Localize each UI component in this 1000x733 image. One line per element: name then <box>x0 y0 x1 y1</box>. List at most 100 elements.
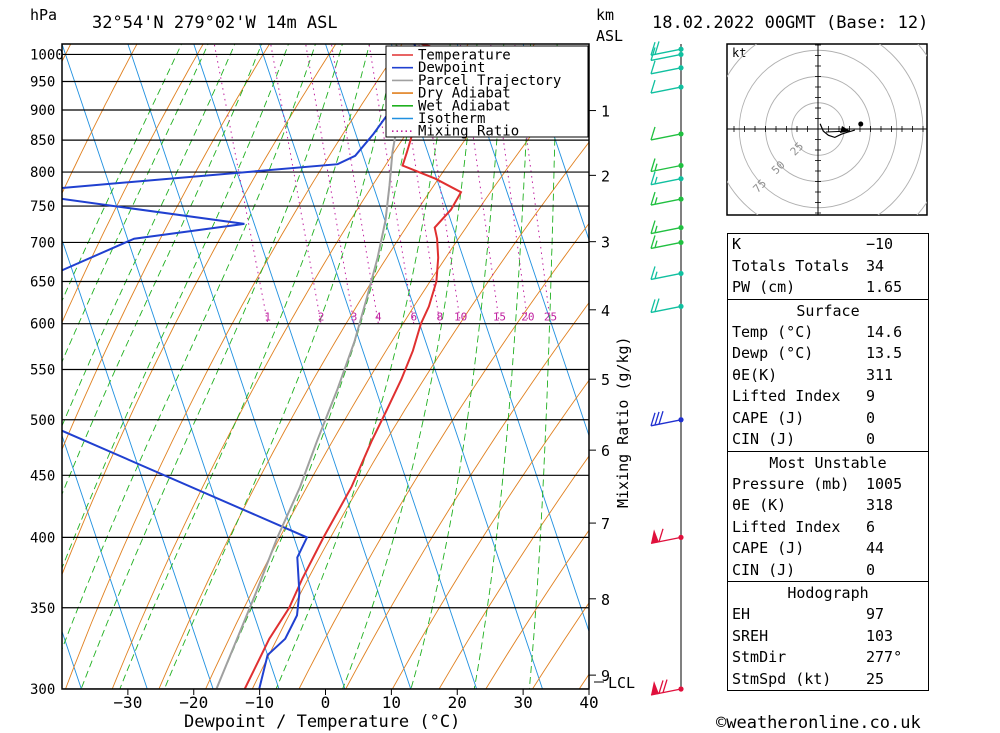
legend-item: Wet Adiabat <box>392 98 511 114</box>
isotherm-line <box>62 44 280 689</box>
km-tick-label: 7 <box>601 515 610 533</box>
pressure-tick-label: 500 <box>30 413 55 429</box>
wind-barb <box>650 679 684 696</box>
indices-table: K −10 Totals Totals 34 PW (cm) 1.65 Surface… <box>727 233 929 691</box>
most-unstable-title: Most Unstable <box>769 453 887 472</box>
surface-row: Lifted Index 9 <box>732 387 876 405</box>
isotherm-line <box>522 44 589 242</box>
wind-barb <box>650 266 684 281</box>
index-row-pw: PW (cm) 1.65 <box>732 278 903 296</box>
mixing-ratio-labels: 1 2 3 4 6 8 10 15 20 25 <box>264 311 557 324</box>
storm-motion-line <box>825 130 851 133</box>
isobars <box>62 53 589 689</box>
mixing-ratio-label: 25 <box>544 311 557 324</box>
hodograph-row: EH 97 <box>732 605 885 623</box>
km-tick-label: 1 <box>601 103 610 121</box>
dry-adiabat-line <box>345 301 589 689</box>
asl-unit: ASL <box>596 27 623 45</box>
wind-barb <box>650 220 684 235</box>
mixing-ratio-line <box>305 44 355 324</box>
dry-adiabat-line <box>938 29 1000 707</box>
km-tick-label: 4 <box>601 302 610 320</box>
legend-label: Dry Adiabat <box>418 86 511 102</box>
mixing-ratio-label: 4 <box>375 311 382 324</box>
legend-label: Mixing Ratio <box>418 124 519 140</box>
isotherm-line <box>325 44 543 689</box>
most-unstable-row: Lifted Index 6 <box>732 517 876 536</box>
hodograph-title: Hodograph <box>787 584 869 602</box>
pressure-axis: 300 350 400 450 500 550 600 650 700 750 800 850 900 9… <box>30 47 64 698</box>
x-tick-label: 30 <box>513 693 532 712</box>
wind-barb <box>650 158 684 173</box>
mixing-ratio-label: 8 <box>437 311 444 324</box>
wet-adiabat-line <box>163 44 397 689</box>
hodograph-row: StmDir 277° <box>732 648 903 666</box>
location-title: 32°54'N 279°02'W 14m ASL <box>92 13 338 33</box>
x-tick-label: 20 <box>448 693 467 712</box>
legend-label: Parcel Trajectory <box>418 73 561 89</box>
wind-barb <box>650 60 684 75</box>
legend-label: Wet Adiabat <box>418 98 511 114</box>
wind-barb <box>650 171 684 186</box>
dry-adiabat-line <box>298 222 589 689</box>
wind-barb <box>650 41 684 56</box>
x-axis-label: Dewpoint / Temperature (°C) <box>184 712 460 732</box>
hodograph-unit: kt <box>732 46 746 60</box>
wet-adiabat-line <box>62 44 289 570</box>
mixing-ratio-label: 6 <box>410 311 417 324</box>
isotherm-line <box>259 44 478 689</box>
surface-row: Dewp (°C) 13.5 <box>732 344 903 362</box>
index-row-k: K −10 <box>732 235 894 253</box>
km-tick-label: 5 <box>601 371 610 389</box>
wind-barb <box>650 298 684 314</box>
wet-adiabat-line <box>62 44 316 651</box>
legend-item: Isotherm <box>392 111 485 127</box>
pressure-tick-label: 650 <box>30 274 55 290</box>
mixing-ratio-axis-label: Mixing Ratio (g/kg) <box>614 336 632 508</box>
most-unstable-row: Pressure (mb) 1005 <box>732 474 903 493</box>
mixing-ratio-label: 2 <box>318 311 325 324</box>
legend-item: Dry Adiabat <box>392 86 511 102</box>
wind-barb <box>650 410 684 427</box>
wind-barb <box>650 126 684 141</box>
wet-adiabat-line <box>62 44 182 302</box>
pressure-unit: hPa <box>30 6 57 24</box>
wind-barbs <box>650 41 684 696</box>
legend-item: Dewpoint <box>392 60 485 76</box>
legend-item: Mixing Ratio <box>392 124 519 140</box>
x-tick-label: −10 <box>245 693 274 712</box>
dry-adiabat-line <box>65 44 403 689</box>
hodograph-trace <box>819 123 855 139</box>
legend-label: Isotherm <box>418 111 485 127</box>
x-tick-label: 10 <box>382 693 401 712</box>
km-tick-label: 6 <box>601 442 610 460</box>
dry-adiabat-line <box>62 44 138 195</box>
most-unstable-row: θE (K) 318 <box>732 496 894 514</box>
temperature-axis: −30 −20 −10 0 10 20 30 40 <box>113 689 599 712</box>
isotherms <box>0 29 589 707</box>
pressure-tick-label: 400 <box>30 530 55 546</box>
dewpoint-curve <box>62 44 419 689</box>
wet-adiabat-line <box>80 44 343 689</box>
legend-item: Parcel Trajectory <box>392 73 561 89</box>
index-row-totals: Totals Totals 34 <box>732 256 885 275</box>
pressure-tick-label: 350 <box>30 601 55 617</box>
surface-row: θE(K) 311 <box>732 365 894 384</box>
mixing-ratio-label: 20 <box>521 311 534 324</box>
dry-adiabat-line <box>438 455 589 689</box>
temperature-curve <box>243 44 463 689</box>
surface-group: Surface Temp (°C) 14.6 Dewp (°C) 13.5 θE(K… <box>728 298 928 451</box>
mixing-ratio-line <box>330 44 379 324</box>
wet-adiabat-line <box>119 44 370 689</box>
pressure-tick-label: 450 <box>30 468 55 484</box>
pressure-tick-label: 1000 <box>30 47 64 63</box>
dry-adiabat-line <box>251 141 589 689</box>
wind-barb <box>650 47 684 62</box>
pressure-tick-label: 600 <box>30 317 55 333</box>
wet-adiabat-line <box>62 44 263 496</box>
most-unstable-group: Most Unstable Pressure (mb) 1005 θE (K) 31… <box>728 450 928 582</box>
isotherm-line <box>0 29 22 707</box>
mixing-ratio-label: 15 <box>493 311 506 324</box>
